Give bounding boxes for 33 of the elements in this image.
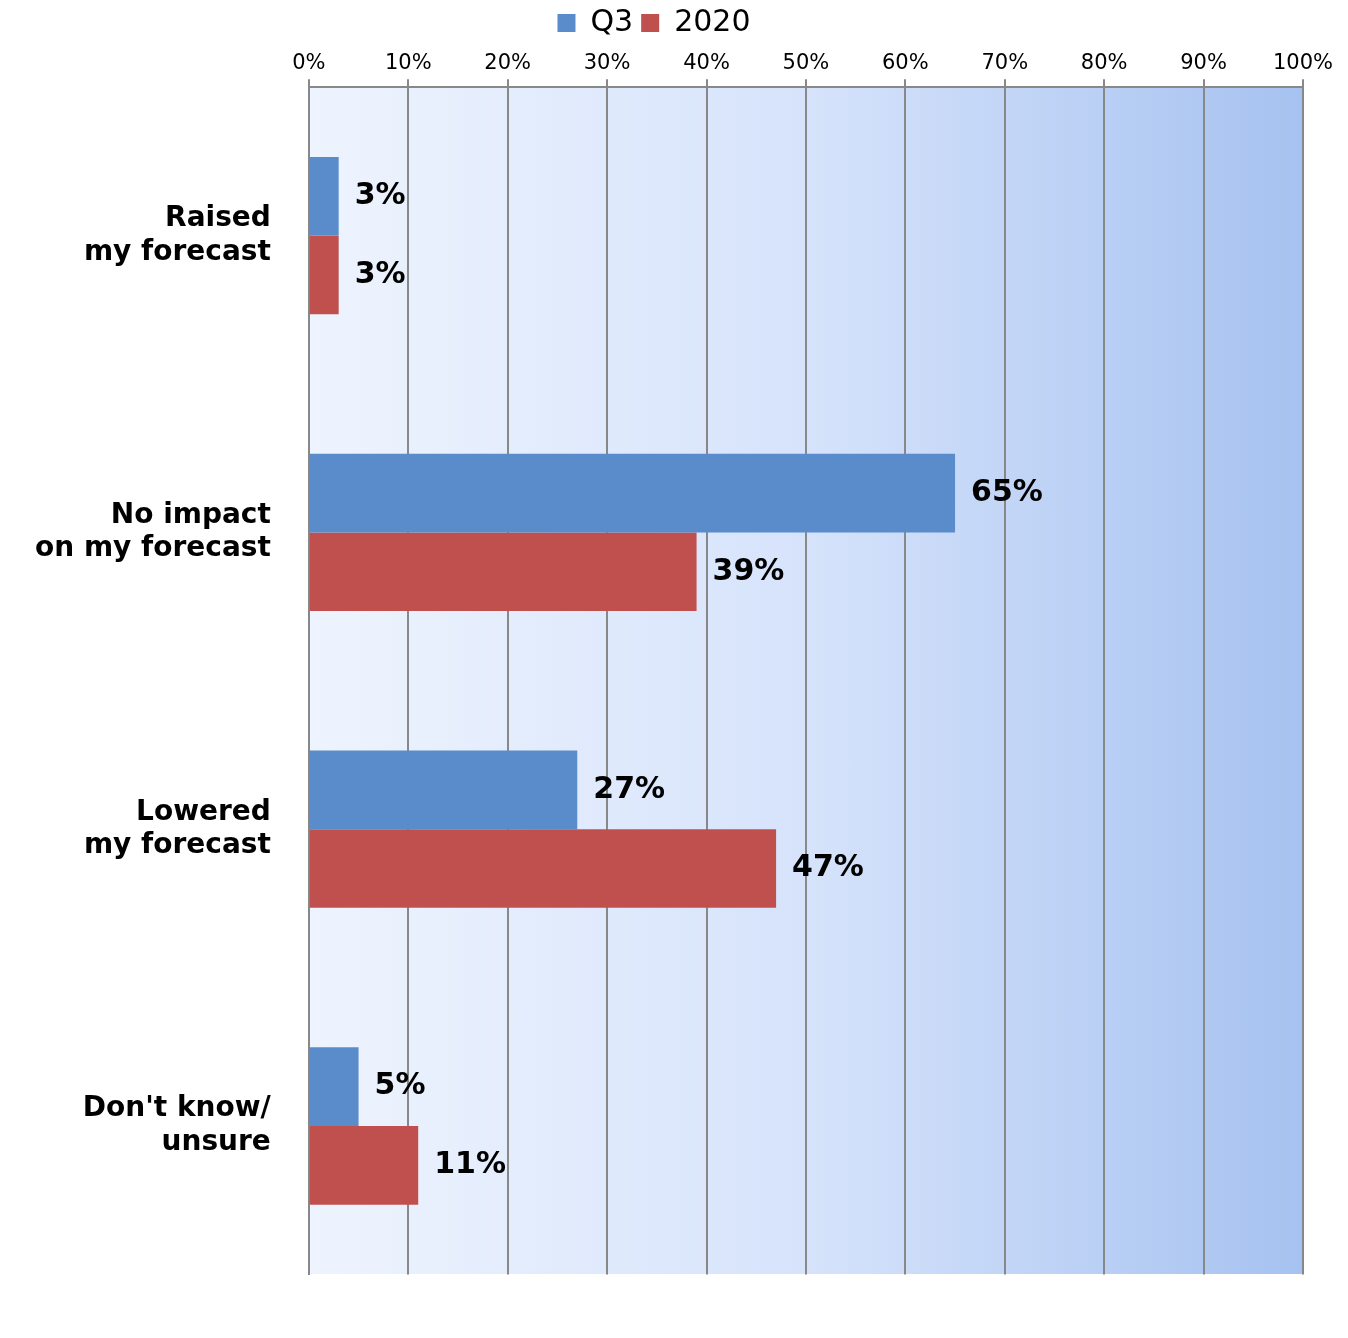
bar [309, 829, 777, 908]
data-label: 3% [354, 176, 406, 212]
y-tick-label: Lowered my forecast [83, 793, 271, 861]
y-tick-label: Don't know/ unsure [82, 1090, 272, 1158]
bar [309, 1126, 419, 1205]
x-tick-label: 90% [1180, 50, 1227, 75]
x-tick-label: 10% [384, 50, 432, 75]
x-tick-label: 20% [484, 50, 532, 75]
y-tick-label: Raised my forecast [83, 200, 271, 267]
x-tick-label: 0% [292, 50, 326, 75]
bar [309, 235, 339, 315]
x-tick-label: 80% [1080, 50, 1128, 75]
x-tick-label: 100% [1272, 50, 1334, 75]
legend-label: 2020 [674, 2, 751, 38]
data-label: 27% [593, 769, 666, 805]
bar [309, 156, 339, 236]
data-label: 5% [374, 1066, 426, 1102]
legend-label: Q3 [590, 2, 634, 38]
data-label: 39% [712, 551, 785, 587]
bar [309, 1047, 359, 1126]
bar [309, 532, 697, 612]
x-tick-label: 60% [882, 50, 929, 75]
x-tick-label: 50% [782, 50, 830, 75]
bar [309, 750, 578, 830]
data-label: 11% [434, 1145, 507, 1181]
x-tick-label: 40% [683, 50, 730, 75]
data-label: 47% [792, 848, 864, 884]
y-tick-label: No impact on my forecast [34, 496, 271, 564]
x-tick-label: 70% [981, 50, 1029, 75]
data-label: 3% [354, 254, 406, 290]
bar [309, 453, 956, 533]
x-tick-label: 30% [583, 50, 631, 75]
data-label: 65% [971, 472, 1043, 508]
